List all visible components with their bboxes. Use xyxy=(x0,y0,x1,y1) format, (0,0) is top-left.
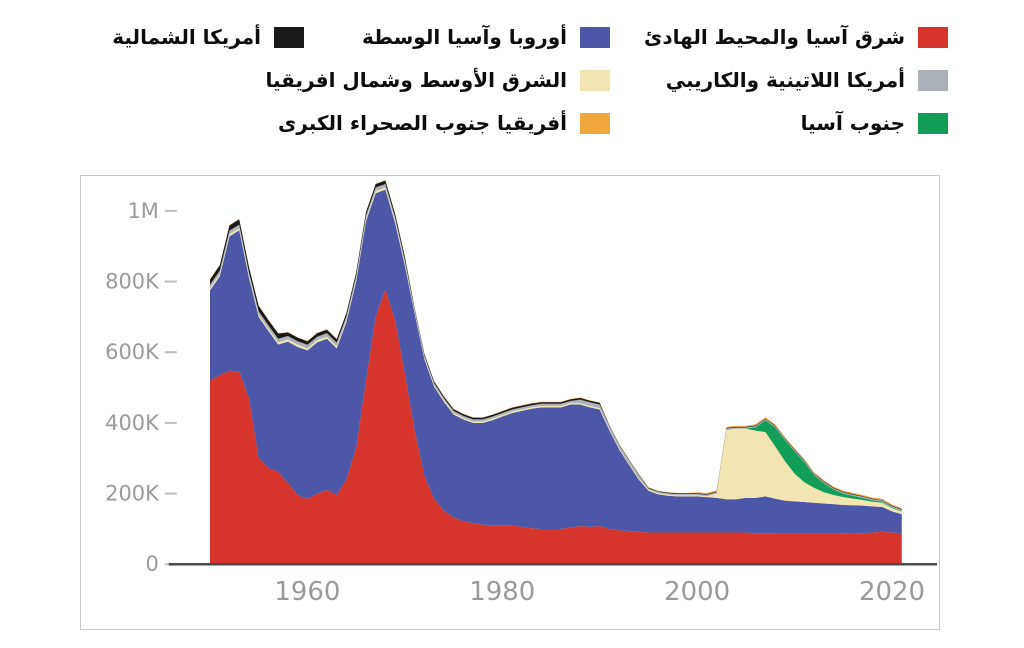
legend-swatch-gray xyxy=(918,69,948,91)
y-tick-label: 600K xyxy=(105,340,160,364)
legend-swatch-cream xyxy=(580,69,610,91)
legend-item-europe-central-asia[interactable]: أوروبا وآسيا الوسطة xyxy=(304,24,610,50)
x-tick-label: 2020 xyxy=(859,577,925,607)
y-tick-label: 200K xyxy=(105,482,160,506)
legend-swatch-red xyxy=(918,26,948,48)
chart-panel: 0 200K 400K 600K 800K 1M 1960 1980 2000 2020 xyxy=(80,175,940,630)
x-tick-label: 2000 xyxy=(664,577,730,607)
legend-item-south-asia[interactable]: جنوب آسيا xyxy=(610,110,948,136)
legend-item-north-america[interactable]: أمريكا الشمالية xyxy=(112,24,304,50)
y-tick-label: 800K xyxy=(105,270,160,294)
legend-swatch-black xyxy=(274,26,304,48)
x-tick-label: 1960 xyxy=(274,577,340,607)
legend-swatch-blue xyxy=(580,26,610,48)
legend-label-middle-east-north-africa: الشرق الأوسط وشمال افريقيا xyxy=(265,68,567,92)
y-tick-label: 400K xyxy=(105,411,160,435)
legend-label-north-america: أمريكا الشمالية xyxy=(112,25,261,49)
legend-label-europe-central-asia: أوروبا وآسيا الوسطة xyxy=(362,25,567,49)
stacked-area-chart: 0 200K 400K 600K 800K 1M 1960 1980 2000 2020 xyxy=(105,180,938,607)
legend-item-middle-east-north-africa[interactable]: الشرق الأوسط وشمال افريقيا xyxy=(265,67,610,93)
legend-item-east-asia-pacific[interactable]: شرق آسيا والمحيط الهادئ xyxy=(610,24,948,50)
chart-legend: شرق آسيا والمحيط الهادئ أوروبا وآسيا الو… xyxy=(112,24,948,136)
area-latin-america-caribbean xyxy=(209,183,902,511)
legend-label-east-asia-pacific: شرق آسيا والمحيط الهادئ xyxy=(644,25,905,49)
y-tick-label: 1M xyxy=(127,199,158,223)
y-tick-label: 0 xyxy=(145,552,158,576)
legend-label-latin-america-caribbean: أمريكا اللاتينية والكاريبي xyxy=(665,68,905,92)
area-east-asia-pacific xyxy=(209,289,902,565)
legend-label-south-asia: جنوب آسيا xyxy=(800,111,905,135)
legend-item-latin-america-caribbean[interactable]: أمريكا اللاتينية والكاريبي xyxy=(610,67,948,93)
area-sub-saharan-africa xyxy=(209,180,902,510)
legend-swatch-green xyxy=(918,112,948,134)
x-tick-label: 1980 xyxy=(469,577,535,607)
legend-item-sub-saharan-africa[interactable]: أفريقيا جنوب الصحراء الكبرى xyxy=(278,110,610,136)
area-middle-east-north-africa xyxy=(209,187,902,515)
area-europe-central-asia xyxy=(209,189,902,534)
legend-swatch-orange xyxy=(580,112,610,134)
legend-label-sub-saharan-africa: أفريقيا جنوب الصحراء الكبرى xyxy=(277,111,567,135)
